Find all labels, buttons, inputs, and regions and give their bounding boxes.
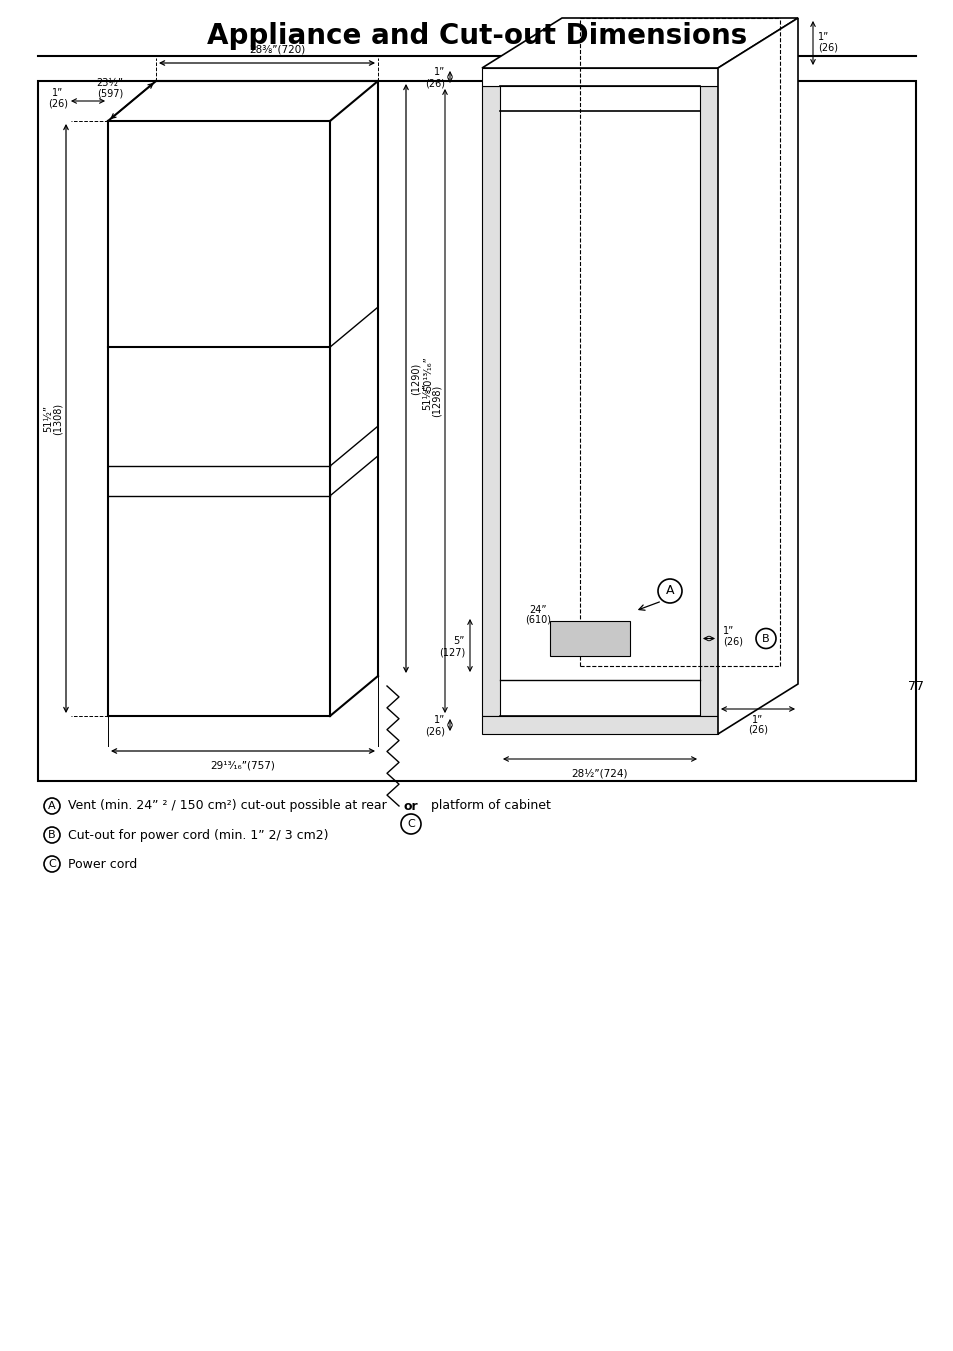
Polygon shape (481, 18, 797, 68)
Text: B: B (49, 830, 56, 840)
Bar (700, 86, 718, 716)
Text: 1”: 1” (752, 715, 762, 725)
Text: (26): (26) (424, 78, 444, 89)
Text: C: C (407, 819, 415, 830)
Text: (597): (597) (97, 88, 123, 99)
Circle shape (44, 857, 60, 871)
Text: 1”: 1” (817, 32, 828, 42)
Text: 1”: 1” (434, 715, 444, 725)
Text: (26): (26) (48, 99, 68, 108)
Text: (26): (26) (424, 727, 444, 738)
Text: 51½”: 51½” (43, 405, 53, 432)
Text: or: or (403, 800, 418, 812)
Text: (127): (127) (438, 647, 464, 658)
Circle shape (44, 827, 60, 843)
Bar (481, 86, 499, 716)
Text: 50¹³⁄₁₆”: 50¹³⁄₁₆” (422, 357, 433, 390)
Circle shape (755, 628, 775, 648)
Text: Vent (min. 24” ² / 150 cm²) cut-out possible at rear: Vent (min. 24” ² / 150 cm²) cut-out poss… (64, 800, 391, 812)
Text: B: B (761, 634, 769, 643)
Bar (499, 86, 700, 716)
Text: 1”: 1” (434, 68, 444, 77)
Text: Cut-out for power cord (min. 1” 2/ 3 cm2): Cut-out for power cord (min. 1” 2/ 3 cm2… (64, 828, 328, 842)
Text: 23½”: 23½” (96, 78, 123, 88)
Circle shape (658, 580, 681, 603)
Circle shape (400, 815, 420, 834)
Text: C: C (48, 859, 56, 869)
Text: 5”: 5” (453, 635, 464, 646)
Text: 1”: 1” (52, 88, 64, 99)
Text: A: A (665, 585, 674, 597)
Text: A: A (49, 801, 56, 811)
Circle shape (44, 798, 60, 815)
Text: Power cord: Power cord (64, 858, 137, 870)
Text: (26): (26) (747, 725, 767, 735)
Bar (481, 68, 718, 86)
Polygon shape (718, 18, 797, 734)
Text: 24”: 24” (529, 605, 546, 615)
Text: Appliance and Cut-out Dimensions: Appliance and Cut-out Dimensions (207, 22, 746, 50)
Text: 1”: 1” (722, 626, 734, 635)
Text: (26): (26) (817, 42, 837, 51)
Text: 29¹³⁄₁₆”(757): 29¹³⁄₁₆”(757) (211, 761, 275, 771)
Text: (26): (26) (722, 636, 742, 647)
Text: (610): (610) (524, 615, 551, 626)
Bar (481, 716, 718, 734)
Text: 51⅛”: 51⅛” (421, 382, 432, 409)
Text: (1290): (1290) (411, 362, 420, 394)
Text: 28½”(724): 28½”(724) (571, 769, 628, 780)
Text: platform of cabinet: platform of cabinet (427, 800, 550, 812)
Bar (38, 81, 915, 781)
Text: 77: 77 (907, 680, 923, 693)
Text: (1308): (1308) (53, 403, 63, 435)
Bar (550, 621, 629, 657)
Text: 28⅜”(720): 28⅜”(720) (249, 45, 305, 54)
Text: (1298): (1298) (432, 385, 441, 417)
